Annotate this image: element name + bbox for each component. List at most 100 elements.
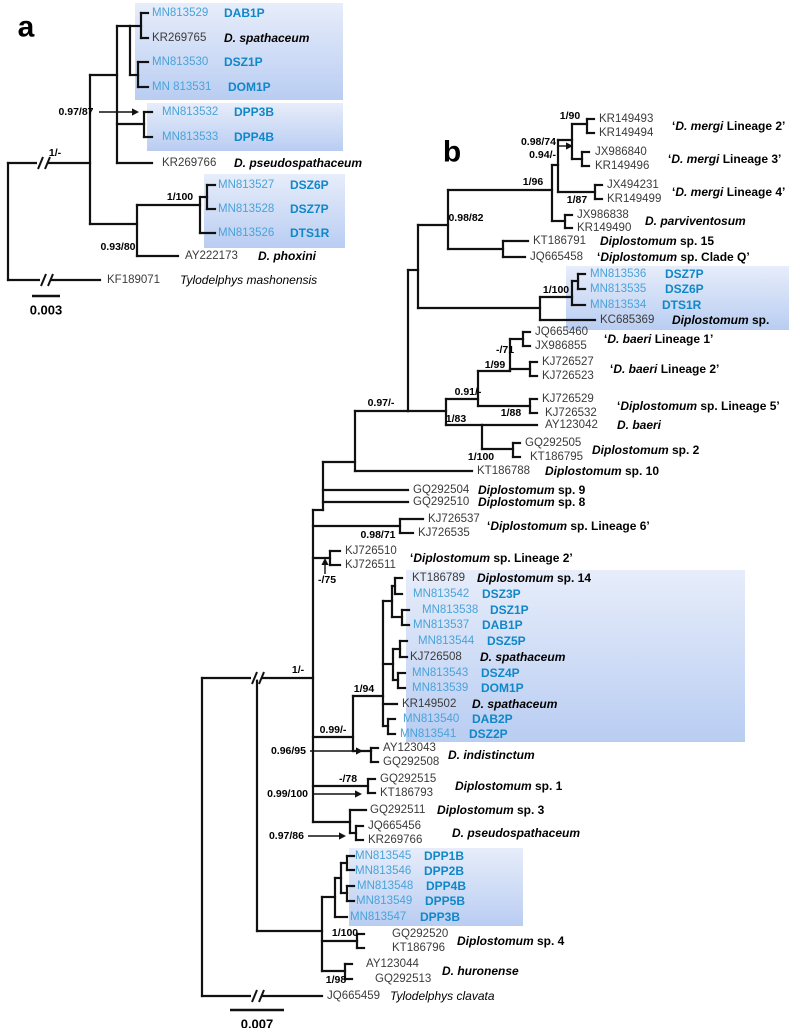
taxon-label: Diplostomum sp. 14 — [477, 571, 591, 585]
accession-label: MN813530 — [152, 56, 208, 68]
accession-label: MN813527 — [218, 179, 274, 191]
taxon-label: DPP3B — [234, 105, 274, 119]
support-value-label: -/71 — [496, 344, 514, 356]
accession-label: GQ292511 — [370, 804, 425, 816]
support-value-label: 1/100 — [167, 191, 193, 203]
accession-label: MN813536 — [590, 268, 646, 280]
accession-label: MN813529 — [152, 7, 208, 19]
taxon-label: DSZ2P — [469, 727, 508, 741]
taxon-label: DPP5B — [425, 894, 465, 908]
accession-label: KF189071 — [107, 274, 160, 286]
support-value-label: 1/100 — [332, 927, 358, 939]
taxon-label: Diplostomum sp. 1 — [455, 779, 563, 793]
support-value-label: 1/90 — [560, 110, 581, 122]
taxon-label: ‘D. mergi Lineage 4’ — [672, 185, 785, 199]
support-value-label: 1/99 — [485, 359, 506, 371]
accession-label: KR149496 — [595, 160, 649, 172]
taxon-label: ‘D. baeri Lineage 1’ — [604, 332, 713, 346]
accession-label: KT186791 — [533, 235, 586, 247]
scale-bar-label: 0.003 — [30, 303, 63, 318]
branch-break-icon — [258, 671, 265, 685]
taxon-label: DSZ1P — [490, 603, 529, 617]
panel-letter: a — [18, 11, 35, 44]
accession-label: JQ665458 — [530, 251, 583, 263]
accession-label: GQ292504 — [413, 484, 470, 496]
accession-label: KR149493 — [599, 113, 653, 125]
accession-label: KR149499 — [607, 193, 661, 205]
accession-label: JX986855 — [535, 340, 587, 352]
taxon-label: D. spathaceum — [480, 650, 566, 664]
support-value-label: 0.98/71 — [360, 529, 395, 541]
accession-label: MN813535 — [590, 283, 646, 295]
accession-label: MN813533 — [162, 131, 218, 143]
taxon-label: D. huronense — [442, 964, 519, 978]
support-value-label: -/78 — [339, 773, 357, 785]
accession-label: KR149490 — [577, 222, 631, 234]
accession-label: MN813537 — [413, 619, 469, 631]
support-value-label: 1/- — [49, 147, 62, 159]
taxon-label: Diplostomum sp. — [672, 313, 769, 327]
accession-label: MN813543 — [412, 667, 468, 679]
support-value-label: 1/87 — [567, 194, 588, 206]
accession-label: KJ726523 — [542, 370, 594, 382]
support-value-label: 0.93/80 — [100, 241, 135, 253]
accession-label: MN813545 — [355, 850, 411, 862]
branch-break-icon — [44, 156, 51, 170]
accession-label: GQ292508 — [383, 756, 439, 768]
accession-label: JQ665459 — [327, 990, 380, 1002]
taxon-label: DPP4B — [426, 879, 466, 893]
accession-label: KJ726527 — [542, 356, 594, 368]
taxon-label: ‘D. mergi Lineage 2’ — [672, 119, 785, 133]
taxon-label: DPP2B — [424, 864, 464, 878]
taxon-label: Diplostomum sp. 15 — [600, 234, 714, 248]
accession-label: JQ665460 — [535, 326, 588, 338]
accession-label: KJ726537 — [428, 513, 480, 525]
accession-label: MN 813531 — [152, 81, 211, 93]
accession-label: KT186793 — [380, 787, 433, 799]
accession-label: MN813541 — [400, 728, 456, 740]
accession-label: KJ726508 — [410, 651, 462, 663]
accession-label: AY123044 — [366, 958, 419, 970]
taxon-label: Diplostomum sp. 10 — [545, 464, 659, 478]
highlight-box — [406, 570, 745, 742]
branch-break-icon — [40, 273, 47, 287]
highlight-box — [349, 848, 523, 926]
support-value-label: 0.99/100 — [267, 788, 308, 800]
accession-label: MN813544 — [418, 635, 475, 647]
branch-break-icon — [251, 989, 258, 1003]
accession-label: MN813534 — [590, 299, 647, 311]
scale-bar-label: 0.007 — [241, 1017, 274, 1028]
accession-label: AY123043 — [383, 742, 436, 754]
taxon-label: ‘D. baeri Lineage 2’ — [610, 362, 719, 376]
taxon-label: D. pseudospathaceum — [452, 826, 580, 840]
support-value-label: 1/98 — [326, 974, 347, 986]
taxon-label: DSZ4P — [481, 666, 520, 680]
taxon-label: DPP3B — [420, 910, 460, 924]
accession-label: MN813546 — [355, 865, 411, 877]
taxon-label: ‘Diplostomum sp. Lineage 2’ — [410, 551, 573, 565]
accession-label: JX986840 — [595, 146, 647, 158]
accession-label: KT186795 — [530, 451, 583, 463]
tree-panel-b: 0.007 b 1/90 0.98/740.94/- 1/96 1/87 0.98/82 1/… — [200, 110, 789, 1028]
support-value-label: 0.98/74 — [521, 136, 556, 148]
accession-label: MN813548 — [357, 880, 413, 892]
taxon-label: Diplostomum sp. 2 — [592, 443, 700, 457]
taxon-label: Diplostomum sp. 8 — [478, 495, 586, 509]
taxon-label: ‘Diplostomum sp. Clade Q’ — [597, 250, 750, 264]
accession-label: KT186796 — [392, 942, 445, 954]
accession-label: MN813526 — [218, 227, 274, 239]
tree-panel-a: 0.003 a 0.97/87 1/- 0.93/80 1/100 MN813529 KR26… — [6, 3, 362, 318]
taxon-label: DSZ6P — [665, 282, 704, 296]
support-value-label: -/75 — [318, 574, 336, 586]
support-value-label: 0.98/82 — [448, 212, 483, 224]
accession-label: GQ292515 — [380, 773, 436, 785]
accession-label: AY123042 — [545, 419, 598, 431]
highlight-box — [147, 103, 343, 151]
taxon-label: D. pseudospathaceum — [234, 156, 362, 170]
taxon-label: DOM1P — [481, 681, 524, 695]
branch-break-icon — [37, 156, 44, 170]
panel-letter: b — [443, 136, 461, 169]
taxon-label: DAB2P — [472, 712, 513, 726]
